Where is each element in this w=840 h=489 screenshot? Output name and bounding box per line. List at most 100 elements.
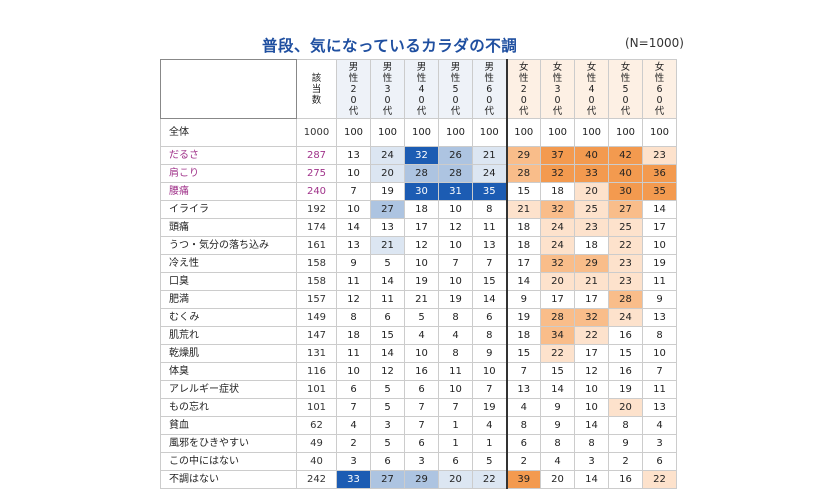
value-cell: 10 (438, 236, 473, 255)
value-cell: 14 (574, 470, 609, 489)
value-cell: 18 (574, 236, 609, 255)
row-count: 287 (296, 146, 337, 165)
value-cell: 5 (370, 254, 405, 273)
value-cell: 14 (336, 218, 371, 237)
value-cell: 5 (472, 452, 507, 471)
value-cell: 10 (438, 200, 473, 219)
value-cell: 8 (438, 344, 473, 363)
value-cell: 17 (540, 290, 575, 309)
row-count: 158 (296, 272, 337, 291)
value-cell: 28 (505, 164, 541, 183)
value-cell: 23 (608, 254, 643, 273)
value-cell: 7 (336, 182, 371, 201)
table-row: 体臭 116 10 12 16 11 10 7 15 12 16 7 (160, 362, 677, 381)
value-cell: 15 (608, 344, 643, 363)
value-cell: 12 (438, 218, 473, 237)
value-cell: 32 (540, 254, 575, 273)
column-header: 男性40代 (404, 59, 439, 119)
table-row: アレルギー症状 101 6 5 6 10 7 13 14 10 19 11 (160, 380, 677, 399)
row-count: 242 (296, 470, 337, 489)
value-cell: 27 (370, 470, 405, 489)
row-count: 149 (296, 308, 337, 327)
row-count: 49 (296, 434, 337, 453)
column-header: 女性20代 (505, 59, 541, 119)
value-cell: 8 (540, 434, 575, 453)
value-cell: 17 (642, 218, 677, 237)
value-cell: 22 (642, 470, 677, 489)
value-cell: 9 (472, 344, 507, 363)
value-cell: 18 (404, 200, 439, 219)
value-cell: 4 (642, 416, 677, 435)
row-label: 体臭 (160, 362, 297, 381)
table-row: 肌荒れ 147 18 15 4 4 8 18 34 22 16 8 (160, 326, 677, 345)
row-count: 174 (296, 218, 337, 237)
value-cell: 16 (608, 362, 643, 381)
table-row: 口臭 158 11 14 19 10 15 14 20 21 23 11 (160, 272, 677, 291)
row-count: 158 (296, 254, 337, 273)
value-cell: 4 (336, 416, 371, 435)
value-cell: 100 (540, 118, 575, 147)
value-cell: 39 (505, 470, 541, 489)
value-cell: 10 (404, 344, 439, 363)
row-label: アレルギー症状 (160, 380, 297, 399)
value-cell: 7 (438, 398, 473, 417)
value-cell: 15 (505, 182, 541, 201)
row-label: 肌荒れ (160, 326, 297, 345)
value-cell: 3 (574, 452, 609, 471)
value-cell: 16 (608, 326, 643, 345)
value-cell: 6 (438, 452, 473, 471)
row-count: 161 (296, 236, 337, 255)
value-cell: 100 (608, 118, 643, 147)
header-blank-cell (160, 59, 297, 119)
value-cell: 7 (438, 254, 473, 273)
column-header-text: 男性60代 (484, 61, 494, 117)
value-cell: 7 (336, 398, 371, 417)
value-cell: 42 (608, 146, 643, 165)
value-cell: 6 (370, 452, 405, 471)
value-cell: 6 (336, 380, 371, 399)
value-cell: 8 (472, 326, 507, 345)
value-cell: 20 (438, 470, 473, 489)
cross-tab-table: 該当数 男性20代 男性30代 男性40代 男性50代 男性60代 女性20代 女性30代 女性… (160, 59, 677, 489)
value-cell: 13 (642, 398, 677, 417)
value-cell: 11 (642, 272, 677, 291)
value-cell: 18 (540, 182, 575, 201)
column-header-text: 女性60代 (654, 61, 665, 117)
value-cell: 100 (336, 118, 371, 147)
value-cell: 31 (438, 182, 473, 201)
value-cell: 4 (438, 326, 473, 345)
row-label: 冷え性 (160, 254, 297, 273)
value-cell: 24 (540, 236, 575, 255)
row-label: 腰痛 (160, 182, 297, 201)
value-cell: 12 (574, 362, 609, 381)
value-cell: 100 (370, 118, 405, 147)
value-cell: 6 (642, 452, 677, 471)
value-cell: 18 (505, 218, 541, 237)
value-cell: 36 (642, 164, 677, 183)
table-row: 肥満 157 12 11 21 19 14 9 17 17 28 9 (160, 290, 677, 309)
column-header-text: 女性50代 (620, 61, 631, 117)
row-count: 1000 (296, 118, 337, 147)
value-cell: 27 (370, 200, 405, 219)
table-row: もの忘れ 101 7 5 7 7 19 4 9 10 20 13 (160, 398, 677, 417)
value-cell: 19 (404, 272, 439, 291)
value-cell: 7 (505, 362, 541, 381)
value-cell: 29 (574, 254, 609, 273)
count-header-text: 該当数 (311, 72, 322, 106)
value-cell: 19 (438, 290, 473, 309)
value-cell: 4 (472, 416, 507, 435)
value-cell: 9 (540, 416, 575, 435)
value-cell: 24 (608, 308, 643, 327)
value-cell: 2 (608, 452, 643, 471)
value-cell: 8 (438, 308, 473, 327)
value-cell: 3 (336, 452, 371, 471)
value-cell: 100 (642, 118, 677, 147)
table-row: 頭痛 174 14 13 17 12 11 18 24 23 25 17 (160, 218, 677, 237)
value-cell: 11 (336, 272, 371, 291)
column-header: 女性40代 (574, 59, 609, 119)
row-count: 131 (296, 344, 337, 363)
row-label: うつ・気分の落ち込み (160, 236, 297, 255)
value-cell: 13 (505, 380, 541, 399)
value-cell: 19 (505, 308, 541, 327)
table-row: むくみ 149 8 6 5 8 6 19 28 32 24 13 (160, 308, 677, 327)
